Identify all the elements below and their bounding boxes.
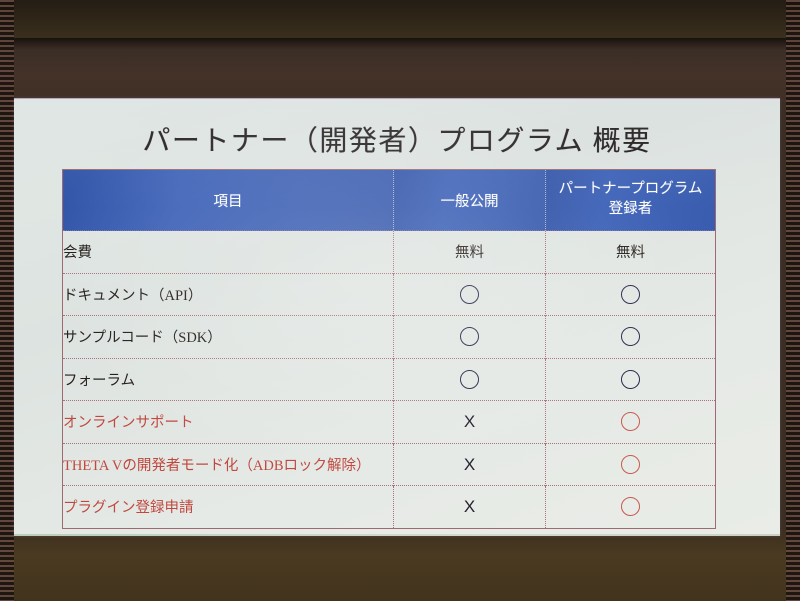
public-cell <box>393 357 546 401</box>
circle-icon <box>460 327 479 347</box>
circle-icon <box>621 369 640 389</box>
row-label: 会費 <box>62 230 394 273</box>
table-body: 会費 無料 無料ドキュメント（API） サンプルコード（SDK） フォーラム オンラインサ… <box>62 230 716 528</box>
cross-icon: X <box>463 497 476 517</box>
partner-cell: 無料 <box>545 230 716 273</box>
window-blinds-left <box>0 0 14 601</box>
comparison-table: 項目 一般公開 パートナープログラム 登録者 会費 無料 無料ドキュメント（API）… <box>62 169 716 529</box>
partner-cell <box>545 315 716 358</box>
circle-icon <box>460 284 479 304</box>
public-cell <box>393 272 546 316</box>
partner-cell <box>545 442 716 486</box>
wall-lower-band <box>0 530 800 601</box>
wall-middle-band <box>0 38 800 102</box>
partner-cell <box>545 357 716 401</box>
table-header-row: 項目 一般公開 パートナープログラム 登録者 <box>62 169 716 231</box>
column-header-partner-line1: パートナープログラム <box>558 181 703 198</box>
public-cell: X <box>393 400 546 443</box>
circle-icon <box>621 284 640 304</box>
partner-cell <box>545 485 716 528</box>
table-row: フォーラム <box>62 357 716 401</box>
circle-red-icon <box>621 497 640 517</box>
public-cell: X <box>393 485 546 528</box>
row-label: ドキュメント（API） <box>62 272 394 316</box>
partner-cell <box>545 400 716 443</box>
column-header-partner-line2: 登録者 <box>608 201 653 217</box>
row-label: サンプルコード（SDK） <box>62 315 394 358</box>
row-label: THETA Vの開発者モード化（ADBロック解除） <box>62 442 394 486</box>
circle-icon <box>460 369 479 389</box>
cross-icon: X <box>463 412 476 432</box>
table-row: オンラインサポート X <box>62 400 716 443</box>
table-row: 会費 無料 無料 <box>62 230 716 273</box>
row-label: プラグイン登録申請 <box>62 485 394 528</box>
wall-upper-band <box>0 0 800 40</box>
circle-icon <box>621 327 640 347</box>
table-row: THETA Vの開発者モード化（ADBロック解除） X <box>62 442 716 486</box>
public-cell <box>393 315 546 358</box>
table-row: ドキュメント（API） <box>62 272 716 316</box>
window-blinds-right <box>786 0 800 601</box>
circle-red-icon <box>621 412 640 432</box>
screen-bottom-edge <box>14 534 780 536</box>
public-cell: X <box>393 442 546 486</box>
table-row: プラグイン登録申請 X <box>62 485 716 528</box>
column-header-partner: パートナープログラム 登録者 <box>545 169 716 231</box>
public-cell: 無料 <box>393 230 546 273</box>
column-header-public: 一般公開 <box>393 169 546 231</box>
row-label: オンラインサポート <box>62 400 394 443</box>
column-header-item: 項目 <box>62 169 394 231</box>
row-label: フォーラム <box>62 357 394 401</box>
cross-icon: X <box>463 454 476 474</box>
partner-value: 無料 <box>616 245 645 262</box>
partner-cell <box>545 272 716 316</box>
public-value: 無料 <box>455 245 484 262</box>
projection-screen: パートナー（開発者）プログラム 概要 項目 一般公開 パートナープログラム 登録… <box>14 98 780 536</box>
page-title: パートナー（開発者）プログラム 概要 <box>142 126 652 157</box>
table-row: サンプルコード（SDK） <box>62 315 716 358</box>
circle-red-icon <box>621 454 640 474</box>
